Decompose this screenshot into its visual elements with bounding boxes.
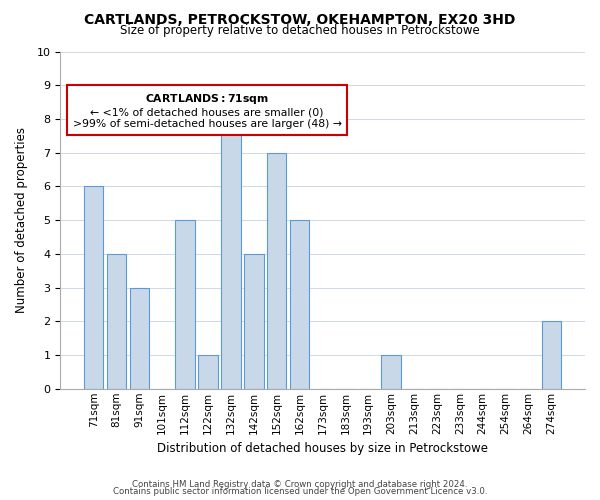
X-axis label: Distribution of detached houses by size in Petrockstowe: Distribution of detached houses by size … <box>157 442 488 455</box>
Bar <box>130 288 149 389</box>
Bar <box>267 152 286 389</box>
Bar <box>199 355 218 389</box>
Text: Contains HM Land Registry data © Crown copyright and database right 2024.: Contains HM Land Registry data © Crown c… <box>132 480 468 489</box>
Y-axis label: Number of detached properties: Number of detached properties <box>15 127 28 313</box>
Text: $\bf{CARTLANDS: 71sqm}$
← <1% of detached houses are smaller (0)
>99% of semi-de: $\bf{CARTLANDS: 71sqm}$ ← <1% of detache… <box>73 92 341 129</box>
Bar <box>107 254 126 389</box>
Bar <box>290 220 310 389</box>
Bar <box>175 220 195 389</box>
Text: Size of property relative to detached houses in Petrockstowe: Size of property relative to detached ho… <box>120 24 480 37</box>
Text: CARTLANDS, PETROCKSTOW, OKEHAMPTON, EX20 3HD: CARTLANDS, PETROCKSTOW, OKEHAMPTON, EX20… <box>85 12 515 26</box>
Bar <box>221 119 241 389</box>
Bar <box>84 186 103 389</box>
Bar <box>244 254 263 389</box>
Bar <box>382 355 401 389</box>
Bar <box>542 322 561 389</box>
Text: Contains public sector information licensed under the Open Government Licence v3: Contains public sector information licen… <box>113 487 487 496</box>
